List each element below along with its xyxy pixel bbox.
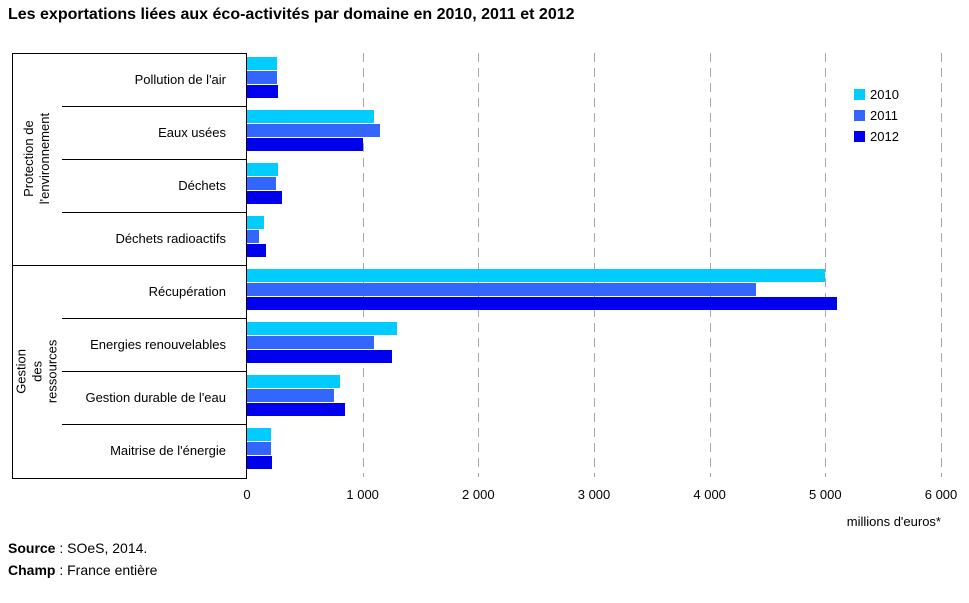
- bar-2012-row7: [247, 456, 272, 469]
- bar-2011-row0: [247, 71, 278, 84]
- bar-2011-row1: [247, 124, 381, 137]
- footer-champ: Champ : France entière: [8, 562, 157, 578]
- bar-2011-row4: [247, 283, 756, 296]
- source-text: : SOeS, 2014.: [55, 540, 148, 556]
- bar-2010-row2: [247, 163, 278, 176]
- bar-2011-row2: [247, 177, 277, 190]
- x-tick-0: 0: [243, 487, 251, 502]
- category-label-2: Déchets: [178, 178, 226, 193]
- category-separator: [62, 212, 246, 213]
- category-separator: [62, 318, 246, 319]
- bar-2011-row6: [247, 389, 334, 402]
- champ-text: : France entière: [55, 562, 158, 578]
- chart-title: Les exportations liées aux éco-activités…: [8, 6, 575, 23]
- bar-2012-row0: [247, 85, 279, 98]
- bar-2011-row3: [247, 230, 259, 243]
- bar-2012-row5: [247, 350, 392, 363]
- x-tick-1000: 1 000: [346, 487, 379, 502]
- category-separator: [62, 106, 246, 107]
- legend-swatch-2011: [854, 110, 865, 121]
- bar-2012-row3: [247, 244, 266, 257]
- legend-item-2012: 2012: [854, 126, 899, 147]
- plot-area: [247, 53, 942, 477]
- x-tick-3000: 3 000: [577, 487, 611, 502]
- category-axis-frame: [12, 53, 247, 479]
- category-label-4: Récupération: [148, 284, 226, 299]
- gridline-2000: [478, 53, 480, 477]
- x-tick-2000: 2 000: [462, 487, 495, 502]
- category-label-0: Pollution de l'air: [134, 72, 226, 87]
- gridline-3000: [594, 53, 595, 477]
- value-axis-line: [246, 53, 247, 478]
- bar-2012-row1: [247, 138, 363, 151]
- footer-source: Source : SOeS, 2014.: [8, 540, 147, 556]
- group-divider-line: [12, 265, 247, 266]
- category-label-3: Déchets radioactifs: [115, 231, 226, 246]
- bar-2010-row6: [247, 375, 340, 388]
- bar-2011-row5: [247, 336, 375, 349]
- legend-swatch-2010: [854, 89, 865, 100]
- gridline-4000: [709, 53, 711, 477]
- category-separator: [62, 159, 246, 160]
- legend-item-2010: 2010: [854, 84, 899, 105]
- gridline-1000: [362, 53, 364, 477]
- legend-label: 2010: [870, 87, 899, 102]
- legend: 2010 2011 2012: [854, 84, 899, 147]
- champ-label: Champ: [8, 562, 56, 578]
- axis-unit-label: millions d'euros*: [846, 514, 941, 529]
- category-separator: [62, 424, 246, 425]
- gridline-6000: [941, 53, 942, 477]
- legend-label: 2011: [870, 108, 898, 123]
- category-label-5: Energies renouvelables: [90, 337, 226, 352]
- bar-2010-row3: [247, 216, 265, 229]
- x-tick-6000: 6 000: [924, 487, 958, 502]
- bar-2010-row0: [247, 57, 278, 70]
- bar-2011-row7: [247, 442, 272, 455]
- gridline-5000: [825, 53, 827, 477]
- bar-2010-row1: [247, 110, 375, 123]
- category-label-6: Gestion durable de l'eau: [85, 390, 226, 405]
- category-label-7: Maitrise de l'énergie: [110, 443, 226, 458]
- x-tick-5000: 5 000: [809, 487, 842, 502]
- x-tick-4000: 4 000: [693, 487, 726, 502]
- legend-item-2011: 2011: [854, 105, 899, 126]
- bar-2010-row5: [247, 322, 398, 335]
- source-label: Source: [8, 540, 56, 556]
- bar-2010-row4: [247, 269, 826, 282]
- bar-2012-row2: [247, 191, 282, 204]
- bar-2012-row4: [247, 297, 837, 310]
- bar-2012-row6: [247, 403, 346, 416]
- legend-label: 2012: [870, 129, 899, 144]
- category-separator: [62, 371, 246, 372]
- category-label-1: Eaux usées: [158, 125, 226, 140]
- bar-2010-row7: [247, 428, 272, 441]
- legend-swatch-2012: [854, 131, 865, 142]
